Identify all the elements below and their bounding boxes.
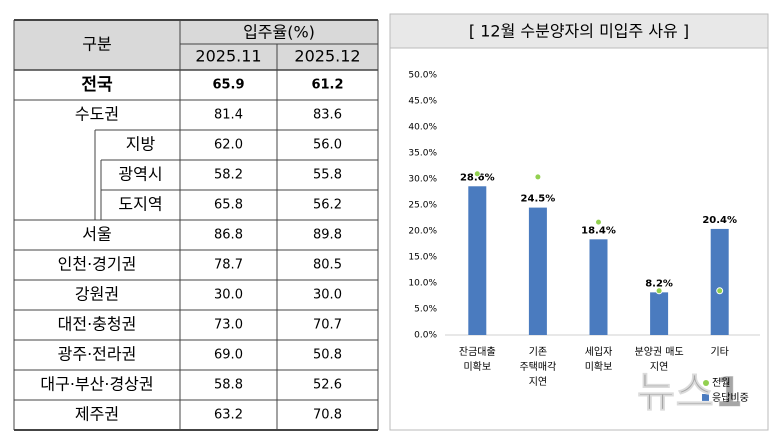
y-tick-label: 35.0% (408, 149, 437, 159)
cell: 70.8 (313, 408, 342, 423)
y-tick-label: 0.0% (414, 331, 437, 341)
cell: 58.8 (214, 378, 243, 393)
cell: 56.0 (313, 138, 342, 153)
cell: 63.2 (214, 408, 243, 423)
row-label: 도지역 (118, 195, 162, 214)
cell: 50.8 (313, 348, 342, 363)
prev-month-dot (655, 287, 663, 295)
prev-month-dot (716, 287, 724, 295)
x-tick-label: 세입자 (585, 345, 613, 358)
bar (528, 207, 547, 335)
x-tick-label: 미확보 (585, 361, 613, 373)
y-tick-label: 30.0% (408, 175, 437, 185)
prev-month-dot (595, 218, 602, 226)
bar (589, 239, 608, 335)
header-cell: 입주율(%) (243, 23, 315, 42)
cell: 56.2 (313, 198, 342, 213)
cell: 55.8 (313, 168, 342, 183)
table-header-bg (14, 20, 378, 70)
x-tick-label: 분양권 매도 (635, 346, 684, 358)
header-cell: 2025.12 (294, 47, 360, 66)
legend-marker (703, 380, 709, 386)
x-tick-label: 주택매각 (519, 361, 556, 373)
row-label: 광역시 (118, 165, 162, 184)
prev-month-dot (473, 170, 481, 178)
row-label: 광주·전라권 (58, 345, 137, 364)
prev-month-dot (534, 173, 542, 181)
cell: 86.8 (214, 228, 243, 243)
row-label: 인천·경기권 (58, 255, 137, 274)
cell: 58.2 (214, 168, 243, 183)
cell: 30.0 (313, 288, 342, 303)
bar (710, 228, 729, 335)
value-label: 28.6% (460, 172, 495, 183)
cell: 80.5 (313, 258, 342, 273)
y-tick-label: 10.0% (408, 279, 437, 289)
row-label: 수도권 (75, 105, 119, 124)
cell: 81.4 (214, 108, 243, 123)
cell: 65.8 (214, 198, 243, 213)
chart-title: [ 12월 수분양자의 미입주 사유 ] (469, 22, 689, 41)
y-tick-label: 20.0% (408, 227, 437, 237)
x-tick-label: 기존 (529, 346, 547, 358)
row-label: 지방 (126, 135, 156, 154)
chart-frame (389, 13, 769, 431)
x-tick-label: 기타 (710, 346, 728, 358)
y-tick-label: 40.0% (408, 123, 437, 133)
header-cell: 2025.11 (195, 47, 261, 66)
bar (468, 186, 487, 335)
row-label: 대전·충청권 (58, 315, 137, 334)
header-cell: 구분 (82, 35, 111, 54)
cell: 52.6 (313, 378, 342, 393)
value-label: 8.2% (645, 278, 673, 289)
y-tick-label: 5.0% (414, 305, 437, 315)
cell: 78.7 (214, 258, 243, 273)
legend-label: 전월 (712, 377, 730, 389)
legend-marker (702, 394, 709, 401)
cell: 83.6 (313, 108, 342, 123)
cell: 62.0 (214, 138, 243, 153)
chart-title-bg (389, 13, 769, 49)
legend-label: 응답비중 (712, 392, 749, 404)
x-tick-label: 잔금대출 (459, 346, 496, 358)
cell: 30.0 (214, 288, 243, 303)
y-tick-label: 50.0% (408, 71, 437, 81)
row-label: 서울 (82, 225, 111, 244)
row-label: 전국 (81, 75, 113, 95)
row-label: 제주권 (75, 405, 119, 424)
cell: 89.8 (313, 228, 342, 243)
x-tick-label: 지연 (529, 376, 547, 388)
y-tick-label: 15.0% (408, 253, 437, 263)
row-label: 강원권 (75, 285, 119, 304)
y-tick-label: 45.0% (408, 97, 437, 107)
row-label: 대구·부산·경상권 (40, 375, 153, 394)
cell: 61.2 (311, 78, 343, 93)
watermark: 뉴스1 (637, 368, 744, 417)
value-label: 24.5% (521, 194, 556, 205)
bar (650, 292, 669, 335)
y-tick-label: 25.0% (408, 201, 437, 211)
x-tick-label: 지연 (650, 361, 668, 373)
value-label: 20.4% (702, 215, 737, 226)
cell: 73.0 (214, 318, 243, 333)
cell: 69.0 (214, 348, 243, 363)
cell: 65.9 (212, 78, 244, 93)
value-label: 18.4% (581, 225, 616, 236)
cell: 70.7 (313, 318, 342, 333)
x-tick-label: 미확보 (463, 361, 491, 373)
